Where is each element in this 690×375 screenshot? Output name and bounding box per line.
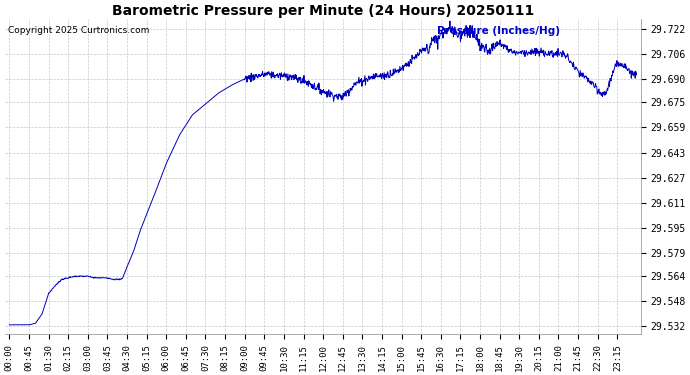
Title: Barometric Pressure per Minute (24 Hours) 20250111: Barometric Pressure per Minute (24 Hours… — [112, 4, 534, 18]
Text: Copyright 2025 Curtronics.com: Copyright 2025 Curtronics.com — [8, 26, 150, 34]
Text: Pressure (Inches/Hg): Pressure (Inches/Hg) — [437, 26, 560, 36]
